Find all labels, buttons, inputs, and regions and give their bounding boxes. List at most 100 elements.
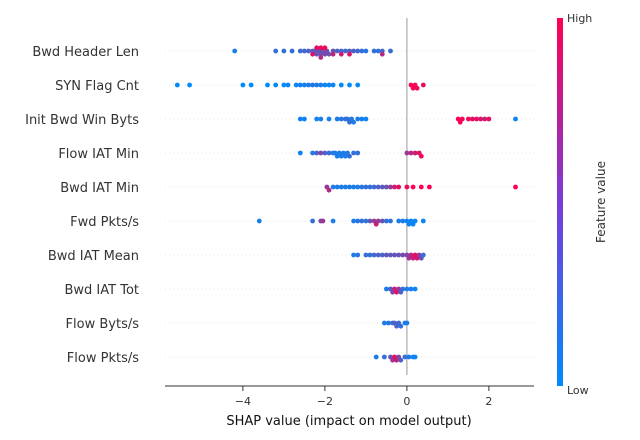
shap-point <box>400 218 406 224</box>
shap-point <box>351 150 356 156</box>
shap-point <box>384 218 389 224</box>
shap-point <box>410 184 416 190</box>
feature-label: Flow Byts/s <box>66 317 140 332</box>
shap-point <box>379 252 385 258</box>
shap-point <box>412 218 418 224</box>
shap-point <box>330 218 336 224</box>
row-guidelines <box>165 50 534 358</box>
shap-point <box>412 150 418 156</box>
feature-labels: Bwd Header Len SYN Flag Cnt Init Bwd Win B… <box>25 45 139 366</box>
shap-point <box>384 286 389 292</box>
shap-point <box>326 150 332 156</box>
shap-point <box>404 286 410 292</box>
shap-point <box>486 116 492 122</box>
shap-point <box>371 184 377 190</box>
points-layer <box>174 45 518 363</box>
shap-point <box>314 116 320 122</box>
shap-point <box>371 48 377 54</box>
shap-point <box>359 218 365 224</box>
shap-point <box>388 252 393 258</box>
shap-point <box>310 218 315 224</box>
shap-point <box>402 354 408 360</box>
shap-point <box>347 82 352 88</box>
shap-point <box>412 286 418 292</box>
shap-point <box>326 82 332 88</box>
shap-point <box>379 218 385 224</box>
shap-point <box>232 48 238 54</box>
shap-point <box>408 286 414 292</box>
shap-point <box>375 184 381 190</box>
shap-point <box>256 218 262 224</box>
shap-point <box>338 184 344 190</box>
shap-point <box>334 184 340 190</box>
shap-point <box>470 116 475 122</box>
shap-point <box>334 116 340 122</box>
shap-point <box>363 218 369 224</box>
shap-point <box>459 116 465 122</box>
shap-point <box>326 187 332 193</box>
shap-point <box>302 82 307 88</box>
shap-point <box>297 82 303 88</box>
shap-point <box>174 82 180 88</box>
shap-point <box>367 218 373 224</box>
shap-point <box>418 184 424 190</box>
shap-point <box>412 354 418 360</box>
shap-point <box>351 48 356 54</box>
feature-label: Bwd IAT Mean <box>48 249 139 264</box>
shap-point <box>297 48 303 54</box>
shap-point <box>322 82 328 88</box>
shap-point <box>187 82 193 88</box>
shap-point <box>363 48 369 54</box>
shap-point <box>334 48 340 54</box>
shap-point <box>363 252 369 258</box>
shap-point <box>404 184 410 190</box>
shap-point <box>318 45 324 51</box>
shap-point <box>382 354 387 360</box>
shap-point <box>420 82 426 88</box>
shap-point <box>379 184 385 190</box>
shap-point <box>359 48 365 54</box>
shap-point <box>281 82 287 88</box>
shap-point <box>420 218 426 224</box>
shap-point <box>367 252 373 258</box>
shap-point <box>398 323 404 329</box>
shap-point <box>474 116 479 122</box>
shap-point <box>375 48 381 54</box>
feature-label: SYN Flag Cnt <box>55 79 139 94</box>
shap-point <box>466 116 471 122</box>
x-axis-title: SHAP value (impact on model output) <box>226 414 471 429</box>
shap-point <box>359 116 365 122</box>
shap-point <box>248 82 254 88</box>
shap-point <box>396 218 402 224</box>
shap-point <box>414 85 420 91</box>
feature-label: Bwd Header Len <box>32 45 139 60</box>
shap-point <box>285 82 291 88</box>
shap-point <box>478 116 484 122</box>
shap-point <box>240 82 246 88</box>
shap-point <box>373 354 379 360</box>
x-tick-label: −2 <box>317 395 333 408</box>
shap-point <box>330 51 336 57</box>
shap-point <box>322 45 328 51</box>
x-tick-label: 0 <box>403 395 410 408</box>
feature-label: Init Bwd Win Byts <box>25 113 139 128</box>
shap-point <box>293 82 299 88</box>
shap-point <box>482 116 488 122</box>
shap-point <box>513 184 518 190</box>
shap-point <box>343 48 348 54</box>
shap-point <box>297 150 303 156</box>
shap-point <box>314 82 320 88</box>
feature-label: Bwd IAT Tot <box>64 283 139 298</box>
shap-point <box>388 48 393 54</box>
shap-point <box>351 252 356 258</box>
shap-point <box>338 116 344 122</box>
shap-point <box>363 116 369 122</box>
shap-point <box>408 150 414 156</box>
shap-point <box>343 184 348 190</box>
shap-point <box>355 116 361 122</box>
shap-point <box>326 116 332 122</box>
shap-point <box>302 48 307 54</box>
x-tick-label: 2 <box>485 395 492 408</box>
shap-point <box>310 51 315 57</box>
